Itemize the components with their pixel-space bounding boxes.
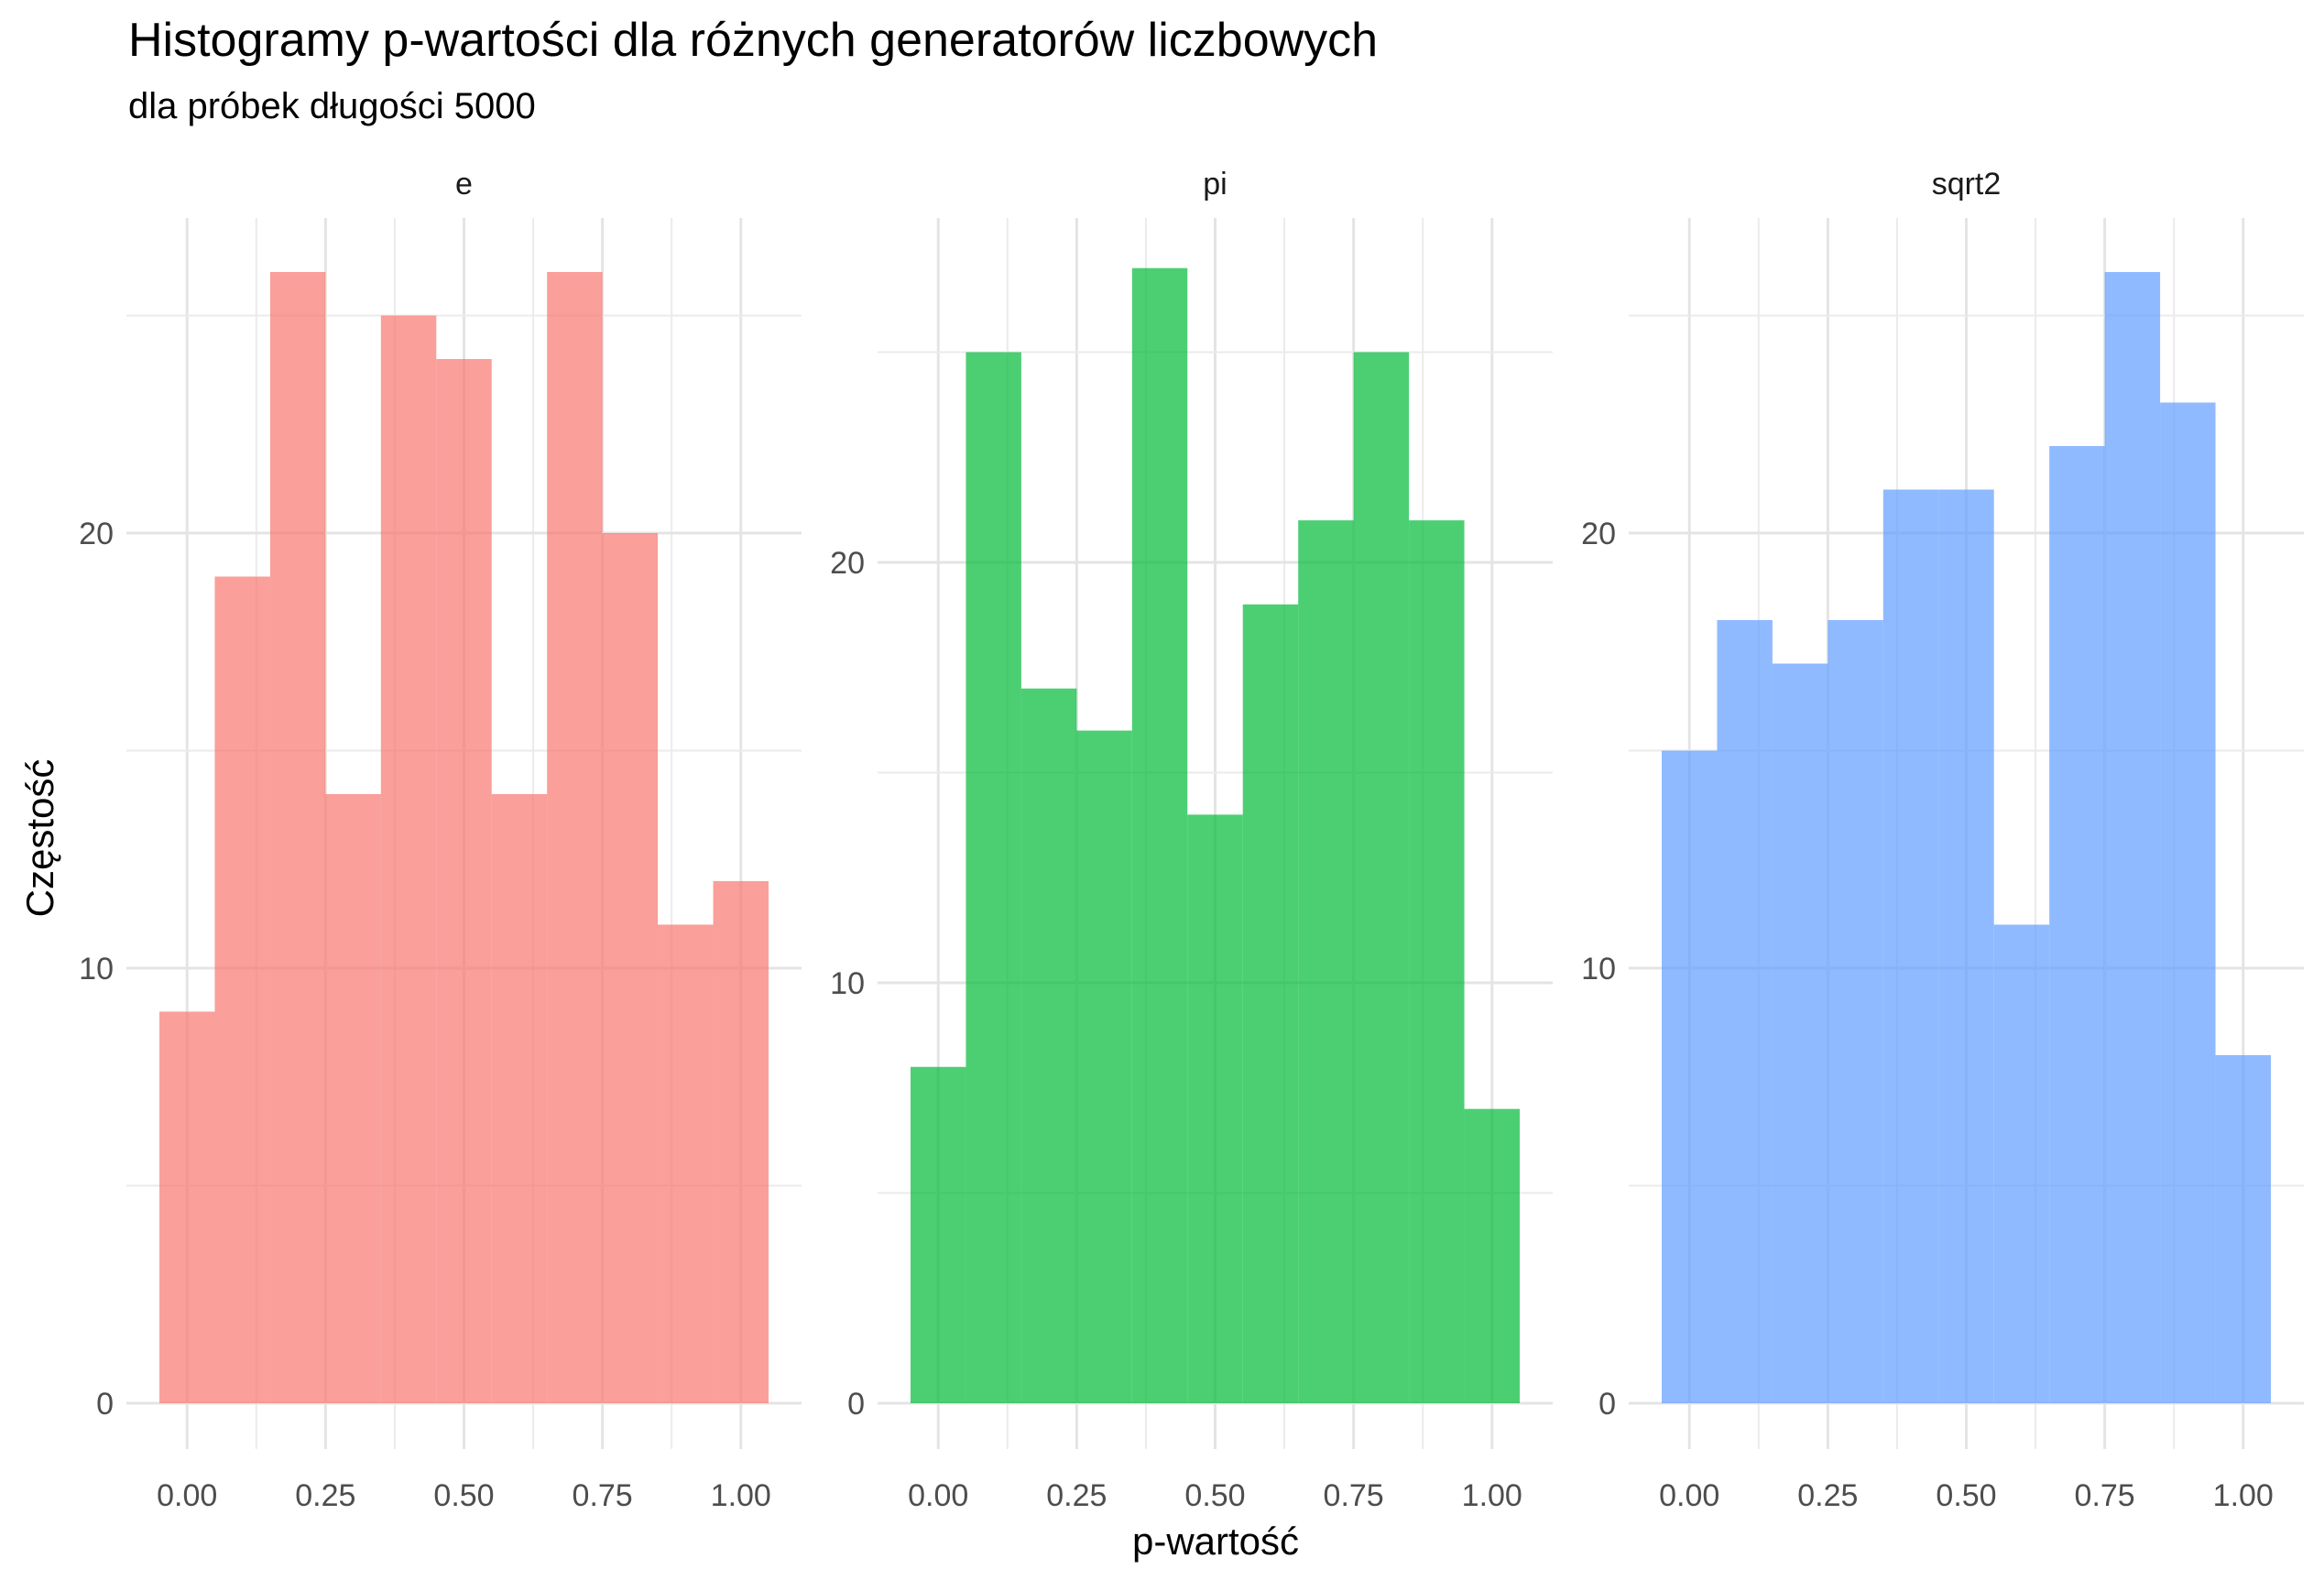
y-tick-label: 0: [96, 1387, 114, 1422]
histogram-bar: [2160, 402, 2216, 1403]
y-axis-title: Częstość: [18, 759, 61, 918]
x-tick-label: 1.00: [711, 1478, 771, 1513]
histogram-bar: [325, 794, 381, 1403]
histogram-bar: [1353, 352, 1410, 1403]
x-tick-label: 0.75: [573, 1478, 633, 1513]
histogram-bar: [1662, 750, 1718, 1403]
facet-label-pi: pi: [1203, 167, 1227, 202]
histogram-bar: [713, 881, 769, 1403]
histogram-bar: [1993, 924, 2050, 1403]
y-tick-label: 20: [1581, 517, 1616, 551]
x-tick-label: 0.25: [295, 1478, 355, 1513]
histogram-bar: [602, 533, 659, 1403]
y-tick-label: 10: [1581, 952, 1616, 986]
histogram-bar: [214, 576, 270, 1403]
x-tick-label: 0.25: [1046, 1478, 1107, 1513]
x-tick-label: 0.00: [908, 1478, 968, 1513]
histogram-bar: [1298, 520, 1354, 1403]
histogram-bar: [1828, 620, 1883, 1403]
histogram-bar: [436, 359, 492, 1403]
chart-subtitle: dla próbek długości 5000: [128, 86, 536, 126]
histogram-bar: [1242, 604, 1299, 1403]
x-axis-title: p-wartość: [1132, 1520, 1299, 1563]
histogram-bar: [1076, 730, 1132, 1403]
x-tick-label: 0.75: [1324, 1478, 1384, 1513]
histogram-bar: [269, 272, 326, 1403]
x-tick-label: 1.00: [1462, 1478, 1522, 1513]
y-tick-label: 20: [79, 517, 114, 551]
x-tick-label: 0.50: [1936, 1478, 1996, 1513]
histogram-bar: [911, 1066, 966, 1403]
histogram-bar: [547, 272, 603, 1403]
y-tick-label: 10: [830, 966, 865, 1001]
histogram-bar: [1020, 688, 1077, 1403]
x-tick-label: 0.50: [1184, 1478, 1245, 1513]
histogram-bar: [159, 1011, 215, 1403]
x-tick-label: 0.00: [1659, 1478, 1719, 1513]
y-tick-label: 0: [1598, 1387, 1616, 1422]
histogram-bar: [1938, 489, 1994, 1403]
histogram-bar: [1131, 267, 1188, 1404]
histogram-bar: [2049, 446, 2105, 1403]
x-tick-label: 1.00: [2213, 1478, 2274, 1513]
x-tick-label: 0.25: [1797, 1478, 1858, 1513]
facet-label-e: e: [455, 167, 473, 202]
histogram-bar: [658, 924, 714, 1403]
histogram-bar: [966, 352, 1021, 1403]
y-tick-label: 10: [79, 952, 114, 986]
x-tick-label: 0.50: [433, 1478, 494, 1513]
facet-label-sqrt2: sqrt2: [1932, 167, 2002, 202]
histogram-bar: [1409, 520, 1465, 1403]
x-tick-label: 0.00: [157, 1478, 217, 1513]
histogram-bar: [1882, 489, 1939, 1403]
chart-title: Histogramy p-wartości dla różnych genera…: [128, 14, 1379, 67]
histogram-bar: [1464, 1108, 1520, 1403]
y-tick-label: 0: [847, 1387, 865, 1422]
histogram-bar: [491, 794, 548, 1403]
histogram-bar: [1187, 814, 1243, 1403]
y-tick-label: 20: [830, 546, 865, 581]
histogram-bar: [2215, 1055, 2271, 1403]
histogram-bar: [1772, 663, 1828, 1403]
x-tick-label: 0.75: [2075, 1478, 2135, 1513]
histogram-bar: [1717, 620, 1773, 1403]
histogram-bar: [2104, 272, 2161, 1403]
histogram-bar: [380, 315, 437, 1403]
